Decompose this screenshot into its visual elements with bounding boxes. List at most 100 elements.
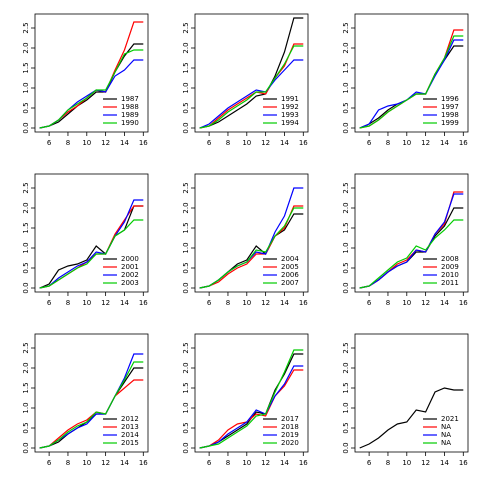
y-tick-label: 2.5	[182, 342, 190, 353]
y-tick-label: 2.5	[342, 22, 350, 33]
x-tick-label: 6	[207, 139, 212, 147]
legend-label: 2005	[281, 263, 299, 271]
x-tick-label: 14	[440, 139, 449, 147]
legend-label: 2019	[281, 431, 299, 439]
y-tick-label: 0.5	[22, 102, 30, 113]
y-tick-label: 1.5	[22, 382, 30, 393]
legend-label: 1998	[441, 111, 459, 119]
x-tick-label: 12	[261, 299, 270, 307]
legend-label: 1989	[121, 111, 139, 119]
x-tick-label: 14	[120, 139, 129, 147]
x-tick-label: 6	[47, 459, 52, 467]
y-tick-label: 1.0	[342, 82, 350, 93]
legend-label: 2006	[281, 271, 299, 279]
x-tick-label: 16	[139, 299, 148, 307]
y-tick-label: 0.0	[342, 442, 350, 453]
legend-label: NA	[441, 423, 451, 431]
legend-label: 2009	[441, 263, 459, 271]
x-tick-label: 10	[402, 459, 411, 467]
y-tick-label: 0.5	[342, 422, 350, 433]
x-tick-label: 6	[367, 139, 372, 147]
legend-label: 1994	[281, 119, 299, 127]
y-tick-label: 1.5	[22, 62, 30, 73]
series-line	[359, 219, 464, 289]
y-tick-label: 0.5	[22, 262, 30, 273]
y-tick-label: 1.0	[22, 402, 30, 413]
x-tick-label: 8	[386, 459, 390, 467]
y-tick-label: 1.0	[182, 242, 190, 253]
legend-label: 1987	[121, 95, 139, 103]
plot-frame	[194, 13, 309, 133]
legend-label: 2007	[281, 279, 299, 287]
series-line	[199, 369, 304, 449]
series-line	[359, 387, 464, 449]
legend-label: 2011	[441, 279, 459, 287]
x-tick-label: 16	[139, 459, 148, 467]
y-tick-label: 0.0	[22, 442, 30, 453]
y-tick-label: 0.0	[22, 122, 30, 133]
series-line	[39, 205, 144, 289]
y-tick-label: 0.0	[22, 282, 30, 293]
y-tick-label: 2.5	[22, 22, 30, 33]
x-tick-label: 10	[82, 459, 91, 467]
x-tick-label: 6	[207, 299, 212, 307]
legend-label: 2020	[281, 439, 299, 447]
x-tick-label: 12	[101, 139, 110, 147]
y-tick-label: 1.5	[342, 382, 350, 393]
x-tick-label: 6	[47, 299, 52, 307]
y-tick-label: 1.5	[182, 62, 190, 73]
x-tick-label: 16	[299, 299, 308, 307]
x-tick-label: 8	[386, 299, 390, 307]
series-line	[39, 367, 144, 449]
x-tick-label: 16	[299, 139, 308, 147]
plot-frame	[34, 13, 149, 133]
series-line	[199, 45, 304, 129]
y-tick-label: 1.0	[342, 242, 350, 253]
legend-label: 1993	[281, 111, 299, 119]
plot-frame	[194, 333, 309, 453]
series-line	[199, 207, 304, 289]
y-tick-label: 0.5	[22, 422, 30, 433]
plot-frame	[194, 173, 309, 293]
y-tick-label: 0.0	[182, 282, 190, 293]
legend-label: 1992	[281, 103, 299, 111]
x-tick-label: 16	[139, 139, 148, 147]
y-tick-label: 0.5	[182, 102, 190, 113]
legend-label: 2015	[121, 439, 139, 447]
y-tick-label: 1.5	[22, 222, 30, 233]
legend-label: 1990	[121, 119, 139, 127]
x-tick-label: 8	[66, 459, 70, 467]
x-tick-label: 12	[421, 299, 430, 307]
x-tick-label: 12	[101, 299, 110, 307]
series-line	[39, 49, 144, 129]
legend-label: 1999	[441, 119, 459, 127]
x-tick-label: 10	[242, 299, 251, 307]
x-tick-label: 8	[226, 299, 230, 307]
legend-label: 2001	[121, 263, 139, 271]
y-tick-label: 2.5	[342, 182, 350, 193]
legend-label: NA	[441, 439, 451, 447]
plot-frame	[354, 13, 469, 133]
y-tick-label: 2.0	[342, 202, 350, 213]
y-tick-label: 1.5	[182, 382, 190, 393]
panel: 0.0 0.5 1.0 1.5 2.0 2.5 6 8 10 12 14 16 200420052006…	[182, 173, 309, 307]
y-tick-label: 2.5	[182, 22, 190, 33]
series-line	[199, 59, 304, 129]
legend-label: 2014	[121, 431, 139, 439]
x-tick-label: 6	[47, 139, 52, 147]
x-tick-label: 16	[459, 299, 468, 307]
y-tick-label: 0.0	[182, 442, 190, 453]
series-line	[39, 43, 144, 129]
panel: 0.0 0.5 1.0 1.5 2.0 2.5 6 8 10 12 14 16 201220132014…	[22, 333, 149, 467]
y-tick-label: 2.0	[182, 202, 190, 213]
x-tick-label: 14	[280, 299, 289, 307]
legend-label: 2017	[281, 415, 299, 423]
y-tick-label: 0.5	[342, 262, 350, 273]
x-tick-label: 10	[402, 299, 411, 307]
y-tick-label: 0.5	[342, 102, 350, 113]
series-line	[199, 17, 304, 129]
y-tick-label: 1.0	[22, 242, 30, 253]
y-tick-label: 2.0	[182, 362, 190, 373]
